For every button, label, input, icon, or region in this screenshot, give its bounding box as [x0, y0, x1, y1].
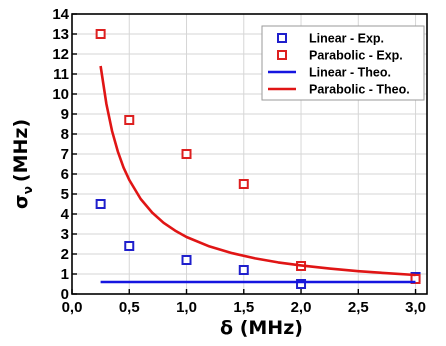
data-point	[95, 199, 106, 209]
x-axis-label: δ (MHz)	[220, 317, 303, 339]
legend: Linear - Exp. Parabolic - Exp. Linear - Th…	[261, 25, 425, 101]
data-point	[296, 279, 307, 289]
y-tick-label: 13	[52, 26, 69, 43]
x-tick-label: 2,0	[291, 299, 312, 316]
y-tick-label: 9	[61, 106, 69, 123]
y-tick-label: 14	[52, 6, 69, 23]
data-point	[181, 255, 192, 265]
y-tick-label: 10	[52, 86, 69, 103]
data-point	[124, 115, 135, 125]
data-point	[410, 274, 421, 284]
legend-item: Parabolic - Exp.	[277, 49, 403, 63]
x-tick-label: 3,0	[405, 299, 426, 316]
data-point	[181, 149, 192, 159]
x-tick-label: 1,5	[233, 299, 254, 316]
x-tick-label: 1,0	[176, 299, 197, 316]
y-tick-label: 11	[53, 66, 69, 83]
legend-swatch-marker	[277, 50, 287, 60]
y-axis-label-subscript: ν	[21, 186, 35, 194]
data-point	[124, 241, 135, 251]
legend-item: Linear - Theo.	[268, 66, 391, 80]
legend-label: Parabolic - Exp.	[309, 49, 403, 63]
legend-item: Parabolic - Theo.	[268, 83, 410, 97]
y-tick-label: 1	[61, 266, 69, 283]
x-tick-label: 0,5	[119, 299, 140, 316]
y-tick-label: 6	[61, 166, 69, 183]
legend-box	[261, 25, 425, 101]
y-tick-label: 12	[52, 46, 69, 63]
series	[95, 29, 421, 289]
y-tick-label: 8	[61, 126, 69, 143]
legend-label: Parabolic - Theo.	[309, 83, 410, 97]
legend-label: Linear - Theo.	[309, 66, 391, 80]
y-tick-label: 4	[61, 206, 70, 223]
x-tick-label: 0,0	[62, 299, 83, 316]
legend-item: Linear - Exp.	[277, 32, 384, 46]
y-axis-label: σν (MHz)	[10, 119, 35, 209]
legend-label: Linear - Exp.	[309, 32, 384, 46]
y-axis-label-unit: (MHz)	[10, 119, 32, 182]
data-point	[238, 265, 249, 275]
series-3	[99, 65, 416, 277]
x-tick-label: 2,5	[348, 299, 369, 316]
y-tick-label: 0	[61, 286, 69, 303]
data-point	[238, 179, 249, 189]
y-tick-label: 5	[61, 186, 69, 203]
y-tick-label: 7	[61, 146, 69, 163]
series-line	[99, 65, 416, 277]
y-axis-label-symbol: σ	[10, 194, 32, 209]
data-point	[95, 29, 106, 39]
y-tick-label: 2	[61, 246, 69, 263]
legend-swatch-marker	[277, 33, 287, 43]
series-0	[95, 199, 421, 289]
y-tick-label: 3	[61, 226, 69, 243]
